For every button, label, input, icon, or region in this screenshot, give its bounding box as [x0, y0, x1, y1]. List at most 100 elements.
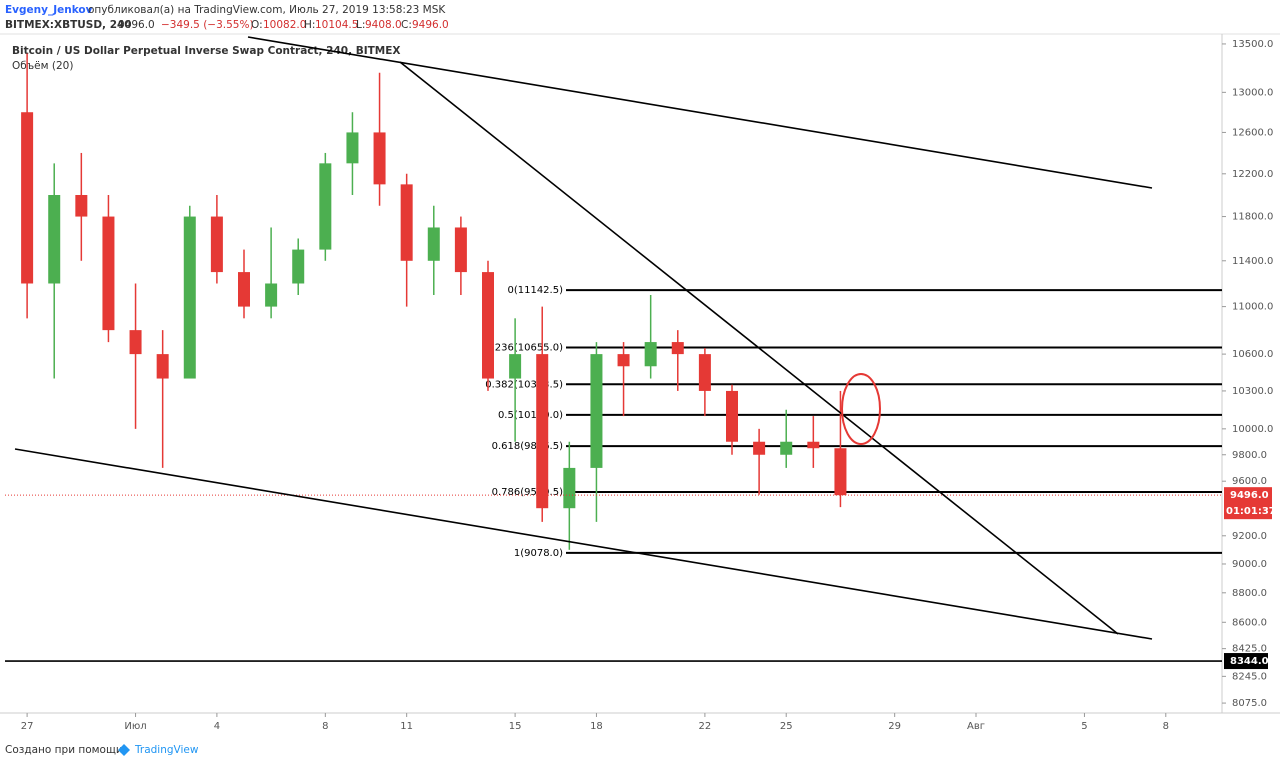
x-tick-label: 8	[322, 721, 328, 732]
candle-body	[400, 184, 413, 261]
fib-label: 0.786(9519.5)	[492, 487, 564, 498]
candle-body	[129, 330, 142, 355]
candle-body	[698, 354, 711, 391]
author[interactable]: Evgeny_Jenkov	[5, 4, 93, 16]
candle-body	[183, 216, 196, 379]
y-tick-label: 9600.0	[1232, 476, 1267, 487]
candle-body	[156, 354, 169, 379]
candle-body	[427, 227, 440, 261]
candle-body	[454, 227, 467, 273]
y-tick-label: 8425.0	[1232, 644, 1267, 655]
x-tick-label: 29	[888, 721, 901, 732]
axis-labels: 13500.0 13000.0 12600.0 12200.0 11800.0 11400…	[21, 39, 1276, 732]
volume-label: Объём (20)	[12, 60, 73, 72]
candle-body	[753, 441, 766, 455]
candle-body	[21, 112, 34, 284]
y-tick-label: 13000.0	[1232, 87, 1273, 98]
published: опубликовал(а) на TradingView.com, Июль …	[88, 4, 446, 16]
y-tick-label: 8800.0	[1232, 588, 1267, 599]
y-tick-label: 11000.0	[1232, 302, 1273, 313]
y-tick-label: 9200.0	[1232, 531, 1267, 542]
footer-text: Создано при помощи	[5, 744, 123, 756]
y-tick-label: 12600.0	[1232, 127, 1273, 138]
y-tick-label: 8075.0	[1232, 698, 1267, 709]
y-tick-label: 9800.0	[1232, 450, 1267, 461]
fib-label: 0.618(9866.5)	[492, 441, 564, 452]
candle-body	[726, 390, 738, 442]
candle-body	[48, 195, 61, 284]
x-tick-label: 11	[400, 721, 413, 732]
candle-body	[319, 163, 332, 250]
l-label: L:	[356, 19, 365, 31]
last-price-label: 9496.0	[1230, 490, 1269, 501]
price-tag	[1224, 653, 1268, 670]
candle-body	[210, 216, 223, 273]
x-tick-label: 27	[21, 721, 34, 732]
c-label: C:	[401, 19, 412, 31]
candle-body	[238, 272, 250, 307]
y-tick-label: 11800.0	[1232, 212, 1273, 223]
y-tick-label: 10600.0	[1232, 349, 1273, 360]
y-tick-label: 10300.0	[1232, 386, 1273, 397]
fib-label: 1(9078.0)	[514, 548, 563, 559]
candle-body	[373, 132, 386, 185]
chart-title: Bitcoin / US Dollar Perpetual Inverse Sw…	[12, 45, 401, 57]
candle-body	[292, 249, 305, 284]
drawings	[14, 36, 1153, 640]
candle-body	[509, 354, 522, 379]
candle-body	[617, 354, 630, 367]
y-tick-label: 13500.0	[1232, 39, 1273, 50]
o-label: O:	[251, 19, 263, 31]
trend-line	[399, 61, 1119, 635]
x-tick-label: 22	[699, 721, 712, 732]
y-tick-label: 9000.0	[1232, 559, 1267, 570]
candle-body	[346, 132, 359, 164]
fib-label: 0.382(10353.5)	[485, 379, 563, 390]
price: 9496.0	[118, 19, 155, 31]
trend-line	[247, 36, 1153, 189]
x-tick-label: 15	[509, 721, 522, 732]
tradingview-logo	[118, 744, 130, 756]
h-value: 10104.5	[315, 19, 358, 31]
y-tick-label: 12200.0	[1232, 169, 1273, 180]
x-tick-label: 5	[1081, 721, 1087, 732]
x-tick-label: Авг	[967, 721, 985, 732]
c-value: 9496.0	[412, 19, 449, 31]
price-tag-label: 8344.0	[1230, 656, 1269, 667]
footer-brand[interactable]: TradingView	[134, 744, 199, 756]
last-price-tag	[1224, 487, 1272, 520]
candle-body	[834, 448, 847, 496]
candle-body	[75, 195, 88, 217]
x-tick-label: 8	[1163, 721, 1169, 732]
highlight-ellipse	[841, 373, 881, 445]
y-tick-label: 8600.0	[1232, 617, 1267, 628]
x-tick-label: 4	[214, 721, 220, 732]
trend-line	[14, 448, 1153, 640]
x-tick-label: 18	[590, 721, 603, 732]
candle-body	[265, 283, 278, 307]
y-tick-label: 10000.0	[1232, 424, 1273, 435]
fib-label: 0.5(10110.0)	[498, 410, 563, 421]
candle-body	[671, 342, 684, 355]
candle-body	[482, 272, 494, 379]
symbol: BITMEX:XBTUSD, 240	[5, 19, 132, 31]
candle-body	[590, 354, 603, 468]
x-tick-label: Июл	[124, 721, 146, 732]
x-tick-label: 25	[780, 721, 793, 732]
candle-body	[807, 441, 820, 449]
candle-body	[102, 216, 115, 331]
countdown: 01:01:37	[1226, 506, 1276, 517]
y-tick-label: 8245.0	[1232, 671, 1267, 682]
plot: 0(11142.5) 0.236(10655.0) 0.382(10353.5) 0.…	[5, 53, 1222, 662]
fib-label: 0(11142.5)	[507, 285, 563, 296]
candle-body	[780, 441, 793, 455]
candle-body	[563, 467, 576, 509]
fib-label: 0.236(10655.0)	[485, 342, 563, 353]
change: −349.5 (−3.55%)	[161, 19, 254, 31]
l-value: 9408.0	[365, 19, 402, 31]
h-label: H:	[304, 19, 315, 31]
o-value: 10082.0	[263, 19, 306, 31]
candle-body	[536, 354, 549, 509]
